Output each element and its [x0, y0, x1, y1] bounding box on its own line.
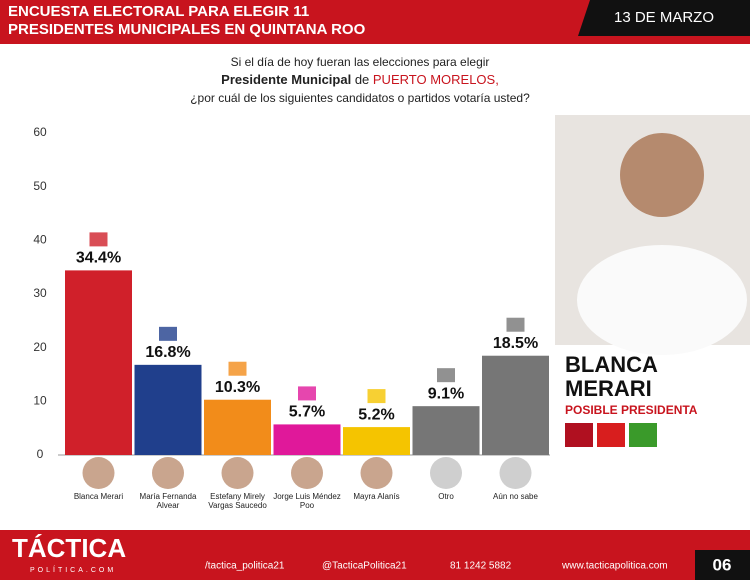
y-tick-label: 10	[33, 394, 47, 408]
date-box	[578, 0, 750, 36]
x-tick-label: Jorge Luis Méndez Poo	[273, 492, 341, 510]
candidate-role: POSIBLE PRESIDENTA	[565, 403, 698, 417]
y-tick-label: 50	[33, 179, 47, 193]
bar	[134, 364, 202, 455]
bar	[204, 399, 271, 455]
photo-dress	[577, 245, 747, 355]
x-tick-label: Aún no sabe	[493, 492, 538, 501]
candidate-avatar	[221, 457, 254, 489]
question: Si el día de hoy fueran las elecciones p…	[231, 55, 490, 69]
footer-facebook: /tactica_politica21	[205, 561, 285, 572]
party-logo	[159, 326, 177, 341]
x-tick-label: Mayra Alanís	[353, 492, 400, 501]
y-tick-label: 40	[33, 233, 47, 247]
y-tick-label: 60	[33, 125, 47, 139]
value-label: 18.5%	[493, 335, 538, 352]
bar	[273, 424, 341, 455]
x-tick-label: Estefany Mirely Vargas Saucedo	[208, 492, 267, 510]
value-label: 5.7%	[289, 404, 325, 421]
footer-instagram: @TacticaPolitica21	[322, 561, 407, 572]
date: 13 DE MARZO	[614, 9, 714, 26]
party-logo	[565, 423, 593, 447]
party-logo	[298, 386, 316, 401]
question-bold: Presidente Municipal	[221, 72, 351, 87]
candidate-avatar	[360, 457, 393, 489]
title: PRESIDENTES MUNICIPALES EN QUINTANA ROO	[8, 21, 366, 38]
bar	[482, 355, 549, 455]
party-logo	[629, 423, 657, 447]
party-logo	[597, 423, 625, 447]
footer-logo: TÁCTICA	[12, 533, 126, 563]
question: Presidente Municipal de PUERTO MORELOS,	[221, 72, 499, 87]
x-tick-label: Otro	[438, 492, 454, 501]
party-logo	[367, 389, 386, 404]
party-logo	[506, 317, 525, 332]
page-box	[695, 550, 750, 580]
footer-bar	[0, 530, 750, 580]
candidate-avatar	[82, 457, 115, 489]
value-label: 5.2%	[358, 406, 394, 423]
x-tick-label: María Fernanda Alvear	[139, 492, 197, 510]
y-tick-label: 0	[37, 447, 44, 461]
value-label: 9.1%	[428, 385, 464, 402]
footer-logo-sub: POLÍTICA.COM	[30, 565, 116, 574]
candidate-avatar	[499, 457, 532, 489]
party-logo	[437, 368, 455, 383]
y-tick-label: 20	[33, 340, 47, 354]
candidate-name: BLANCA	[565, 352, 658, 377]
y-tick-label: 30	[33, 286, 47, 300]
question-text: de	[351, 72, 373, 87]
page-number: 06	[713, 555, 732, 574]
party-logo	[228, 361, 247, 376]
x-tick-label: Blanca Merari	[73, 492, 124, 501]
question-place: PUERTO MORELOS,	[373, 72, 499, 87]
party-logo	[89, 232, 108, 247]
footer-web: www.tacticapolitica.com	[561, 561, 668, 572]
value-label: 10.3%	[215, 379, 260, 396]
candidate-avatar	[430, 457, 462, 489]
candidate-avatar	[291, 457, 323, 489]
value-label: 34.4%	[76, 250, 121, 267]
question: ¿por cuál de los siguientes candidatos o…	[190, 91, 530, 105]
footer-phone: 81 1242 5882	[450, 561, 512, 572]
candidate-name: MERARI	[565, 376, 652, 401]
bar	[65, 270, 132, 455]
candidate-avatar	[152, 457, 184, 489]
value-label: 16.8%	[145, 344, 190, 361]
title: ENCUESTA ELECTORAL PARA ELEGIR 11	[8, 3, 309, 20]
photo-face	[620, 133, 704, 217]
bar	[412, 406, 480, 455]
bar	[343, 427, 410, 455]
